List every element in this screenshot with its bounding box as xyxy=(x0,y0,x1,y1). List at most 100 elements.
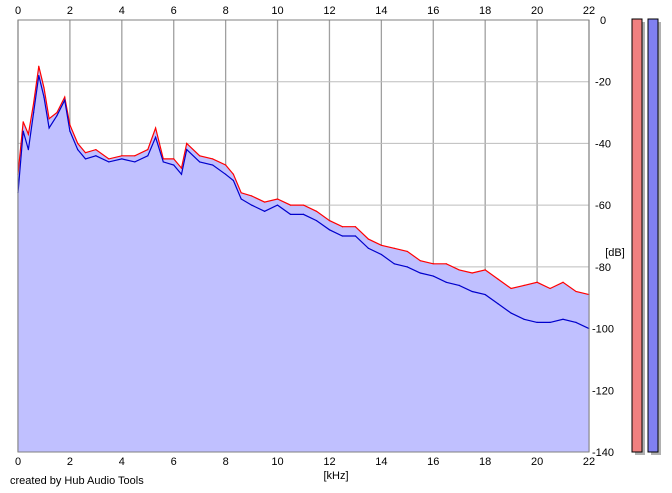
data-point xyxy=(445,263,447,265)
data-point xyxy=(328,229,331,231)
data-point xyxy=(95,155,97,157)
data-point xyxy=(180,173,183,175)
x-tick-label-bottom: 8 xyxy=(223,456,229,468)
data-point xyxy=(471,272,473,274)
x-tick-label-top: 14 xyxy=(375,5,387,17)
data-point xyxy=(38,74,40,77)
data-point xyxy=(173,164,175,166)
data-point xyxy=(419,272,421,274)
data-point xyxy=(341,235,344,237)
data-point xyxy=(84,158,87,160)
data-point xyxy=(562,318,564,320)
data-point xyxy=(458,269,460,271)
data-point xyxy=(84,152,87,154)
data-point xyxy=(225,164,227,166)
data-point xyxy=(48,127,50,129)
x-tick-labels-top: 0 2 4 6 8 10 12 14 16 18 20 22 xyxy=(15,5,595,17)
x-axis-label: [kHz] xyxy=(323,470,348,482)
data-point xyxy=(199,155,201,157)
data-point xyxy=(43,96,45,98)
data-point xyxy=(240,198,242,200)
data-point xyxy=(69,130,71,132)
data-point xyxy=(341,226,344,228)
data-point xyxy=(315,210,318,212)
data-point xyxy=(432,275,434,277)
data-point xyxy=(419,260,421,262)
data-point xyxy=(32,102,35,104)
x-tick-label-top: 6 xyxy=(171,5,177,17)
data-point xyxy=(523,284,525,286)
data-point xyxy=(64,99,66,101)
data-point xyxy=(154,136,157,138)
x-tick-label-bottom: 4 xyxy=(119,456,125,468)
data-point xyxy=(406,266,408,268)
x-tick-label-top: 2 xyxy=(67,5,73,17)
data-point xyxy=(367,247,369,249)
data-point xyxy=(121,155,123,157)
x-tick-label-bottom: 10 xyxy=(271,456,283,468)
x-tick-label-bottom: 16 xyxy=(427,456,439,468)
data-point xyxy=(484,269,486,271)
data-point xyxy=(510,287,512,290)
credit-text: created by Hub Audio Tools xyxy=(10,475,144,487)
data-point xyxy=(393,247,395,249)
x-tick-label-top: 18 xyxy=(479,5,491,17)
data-point xyxy=(250,195,253,197)
data-point xyxy=(38,65,40,67)
x-tick-label-bottom: 22 xyxy=(583,456,595,468)
data-point xyxy=(263,210,266,212)
x-tick-label-top: 12 xyxy=(323,5,335,17)
data-point xyxy=(32,111,35,114)
data-point xyxy=(56,115,58,117)
x-tick-label-top: 16 xyxy=(427,5,439,17)
data-point xyxy=(232,173,235,175)
data-point xyxy=(77,142,79,145)
data-point xyxy=(536,321,538,323)
data-point xyxy=(471,290,473,293)
data-point xyxy=(289,213,292,215)
data-point xyxy=(575,321,577,323)
y-tick-label: -60 xyxy=(595,200,611,212)
level-meter-bar xyxy=(647,18,659,453)
data-point xyxy=(69,124,71,126)
data-point xyxy=(186,149,188,151)
series-line-1 xyxy=(17,66,590,296)
data-point xyxy=(108,161,110,163)
data-point xyxy=(64,96,66,98)
x-tick-label-bottom: 14 xyxy=(375,456,387,468)
y-tick-labels: 0 -20 -40 -60 -80 -100 -120 -140 xyxy=(592,15,614,459)
y-tick-label: 0 xyxy=(600,15,606,27)
x-tick-label-bottom: 6 xyxy=(171,456,177,468)
data-point xyxy=(354,235,357,237)
x-tick-label-bottom: 2 xyxy=(67,456,73,468)
data-point xyxy=(458,284,460,286)
x-tick-label-bottom: 12 xyxy=(323,456,335,468)
data-point xyxy=(121,158,123,160)
x-tick-label-top: 4 xyxy=(119,5,125,17)
data-point xyxy=(22,121,24,123)
data-point xyxy=(523,318,525,320)
data-point xyxy=(225,173,227,175)
data-point xyxy=(48,118,50,120)
data-point xyxy=(263,201,266,203)
x-tick-labels-bottom: 0 2 4 6 8 10 12 14 16 18 20 22 xyxy=(15,456,595,468)
series-lines xyxy=(17,65,590,330)
data-point xyxy=(562,281,564,283)
x-tick-label-top: 22 xyxy=(583,5,595,17)
data-point xyxy=(232,179,235,182)
data-point xyxy=(315,219,318,222)
data-point xyxy=(147,149,149,151)
plot-frame xyxy=(17,19,590,453)
data-point xyxy=(380,244,382,246)
data-point xyxy=(212,158,214,160)
data-point xyxy=(302,204,305,206)
data-point xyxy=(154,127,157,129)
x-tick-label-bottom: 0 xyxy=(15,456,21,468)
x-tick-label-top: 0 xyxy=(15,5,21,17)
x-tick-label-top: 20 xyxy=(531,5,543,17)
data-point xyxy=(27,133,29,135)
data-point xyxy=(276,198,279,200)
level-meter-bar xyxy=(631,18,643,453)
data-point xyxy=(186,142,188,145)
spectrum-fill-area xyxy=(18,66,589,453)
